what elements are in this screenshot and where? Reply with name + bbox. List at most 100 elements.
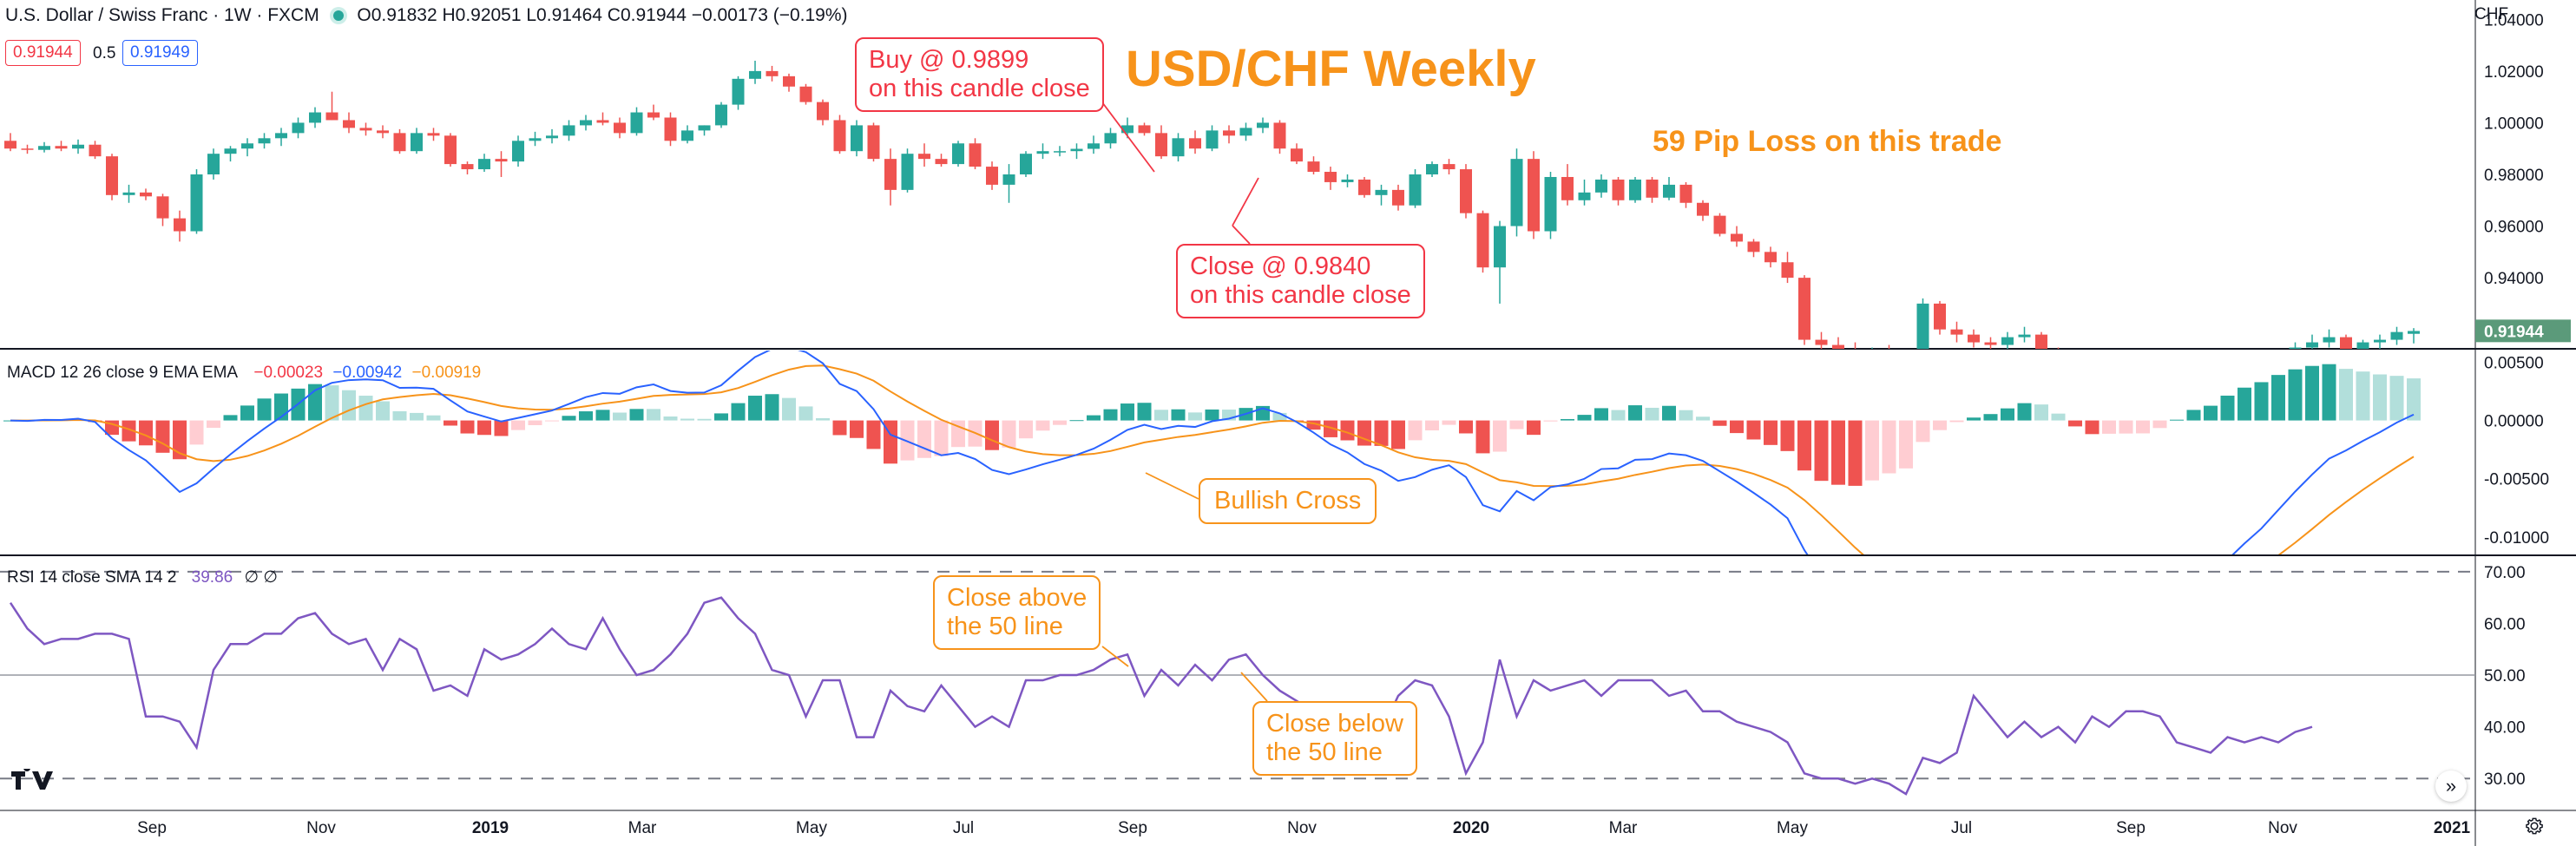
macd-histogram-bar	[1475, 420, 1490, 454]
candle-bullish	[1409, 174, 1422, 206]
macd-histogram-bar	[2238, 387, 2251, 421]
macd-histogram-bar	[1899, 420, 1913, 469]
candle-bullish	[2188, 391, 2200, 402]
candle-bearish	[1358, 179, 1370, 195]
rsi-axis-tick: 70.00	[2484, 564, 2526, 582]
candle-bearish	[1155, 133, 1167, 157]
macd-histogram-bar	[731, 403, 746, 421]
currency-label: CHF	[2474, 5, 2509, 23]
macd-histogram-bar	[358, 396, 373, 421]
candle-bullish	[1070, 148, 1083, 152]
macd-histogram-bar	[934, 420, 949, 456]
buy-annotation-line1: Buy @ 0.9899	[869, 46, 1029, 74]
candle-bullish	[2171, 402, 2183, 412]
macd-histogram-bar	[782, 397, 796, 421]
rsi-axis-tick: 60.00	[2484, 615, 2526, 633]
settings-gear-icon[interactable]	[2520, 812, 2548, 840]
ask-price-badge[interactable]: 0.91949	[122, 40, 198, 66]
candle-bullish	[2238, 373, 2251, 378]
macd-histogram-bar	[528, 420, 542, 425]
candle-bullish	[275, 133, 287, 139]
macd-histogram-bar	[1357, 420, 1371, 446]
macd-histogram-bar	[2254, 382, 2269, 421]
price-axis-tick: 0.94000	[2484, 270, 2544, 288]
macd-histogram-bar	[2356, 371, 2370, 421]
macd-histogram-bar	[1053, 420, 1067, 425]
bid-price-badge[interactable]: 0.91944	[5, 40, 81, 66]
macd-histogram-bar	[2152, 420, 2167, 429]
macd-histogram-bar	[2051, 413, 2066, 421]
candle-bullish	[2374, 339, 2386, 343]
candle-bullish	[411, 133, 423, 152]
macd-histogram-bar	[1679, 410, 1693, 421]
candle-bullish	[952, 143, 964, 165]
candle-bearish	[174, 218, 186, 232]
candle-bearish	[1612, 179, 1625, 200]
macd-legend[interactable]: MACD 12 26 close 9 EMA EMA −0.00023 −0.0…	[7, 364, 481, 383]
candle-bearish	[377, 130, 389, 134]
candle-bearish	[1138, 125, 1151, 134]
rsi-below-line1: Close below	[1266, 710, 1403, 738]
candle-bullish	[580, 120, 592, 126]
macd-histogram-bar	[798, 406, 813, 421]
macd-histogram-bar	[2017, 403, 2032, 421]
candle-bearish	[1798, 278, 1810, 340]
candle-bearish	[664, 117, 677, 141]
candle-bullish	[1544, 176, 1557, 232]
candle-bullish	[1866, 355, 1878, 360]
macd-histogram-bar	[189, 420, 204, 445]
candle-bullish	[1494, 226, 1506, 268]
candle-bullish	[1595, 179, 1607, 193]
candle-bearish	[2086, 412, 2099, 417]
candle-bearish	[1307, 161, 1320, 173]
candle-bearish	[140, 192, 152, 197]
candle-bullish	[224, 148, 237, 154]
macd-histogram-bar	[1442, 420, 1456, 425]
candle-bearish	[461, 164, 474, 170]
macd-histogram-bar	[1696, 416, 1710, 421]
candle-bullish	[2018, 334, 2031, 338]
macd-axis-tick: -0.00500	[2484, 471, 2549, 489]
candle-bearish	[2035, 334, 2047, 349]
symbol-legend[interactable]: U.S. Dollar / Swiss Franc · 1W · FXCM O0…	[5, 5, 848, 26]
macd-histogram-bar	[663, 416, 678, 421]
macd-histogram-bar	[1577, 415, 1592, 421]
macd-histogram-bar	[1561, 418, 1574, 421]
candle-bearish	[427, 133, 440, 136]
macd-histogram-bar	[816, 417, 830, 421]
macd-histogram-bar	[714, 413, 728, 421]
candle-bearish	[1273, 122, 1286, 149]
macd-histogram-bar	[511, 420, 525, 430]
macd-histogram-bar	[1882, 420, 1896, 474]
macd-histogram-bar	[1272, 412, 1287, 421]
macd-histogram-bar	[765, 394, 779, 421]
time-axis-label: Sep	[2116, 819, 2146, 837]
candle-bullish	[1239, 128, 1252, 136]
candle-bearish	[55, 146, 68, 149]
candle-bullish	[1375, 189, 1388, 195]
candle-bullish	[1257, 122, 1269, 128]
rsi-legend[interactable]: RSI 14 close SMA 14 2 39.86 ∅ ∅	[7, 567, 278, 587]
rsi-below-pointer	[1240, 672, 1268, 702]
candle-bearish	[393, 133, 406, 152]
candle-bearish	[867, 125, 880, 160]
macd-histogram-bar	[2102, 420, 2116, 434]
rsi-above-pointer	[1101, 646, 1129, 667]
time-axis-label: Jul	[1951, 819, 1972, 837]
candle-bearish	[444, 135, 457, 165]
time-axis-label: 2019	[472, 819, 509, 837]
candle-bearish	[21, 148, 34, 150]
candle-bullish	[1916, 303, 1929, 349]
macd-histogram-bar	[1035, 420, 1050, 431]
candle-bearish	[1223, 130, 1235, 136]
scroll-to-realtime-button[interactable]: »	[2435, 771, 2467, 802]
tradingview-logo-icon[interactable]	[9, 767, 54, 793]
candle-bullish	[1426, 164, 1438, 174]
macd-histogram-bar	[477, 420, 491, 436]
macd-histogram-bar	[2170, 419, 2184, 421]
macd-histogram-bar	[139, 420, 153, 446]
price-axis-tick: 1.04000	[2484, 11, 2544, 30]
candle-bullish	[478, 159, 490, 170]
candle-bullish	[2289, 347, 2302, 349]
